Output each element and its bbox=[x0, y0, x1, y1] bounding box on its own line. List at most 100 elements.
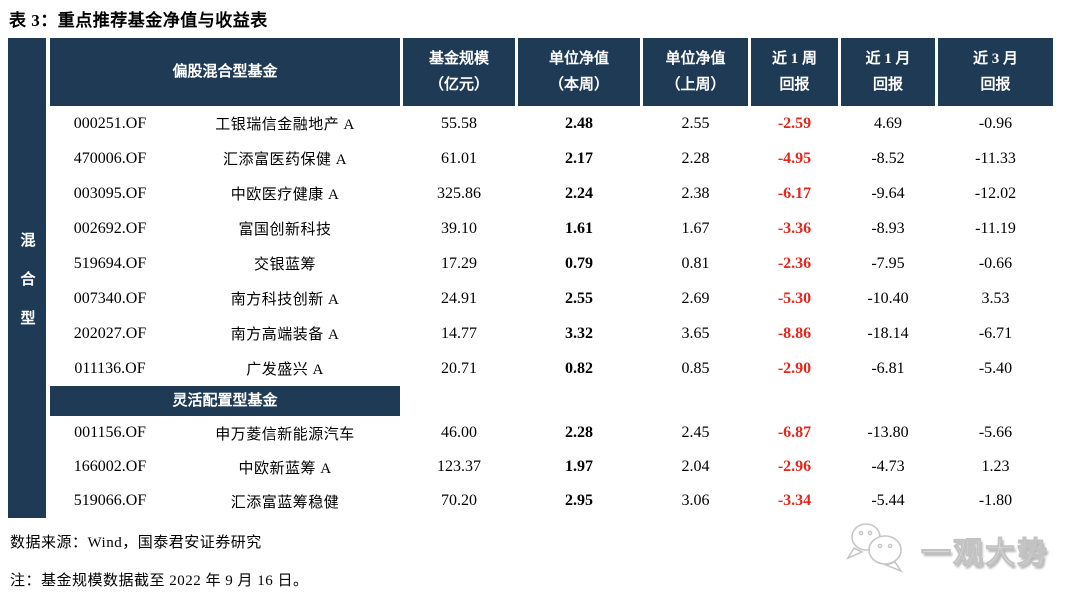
header-return-1w: 近 1 周 回报 bbox=[751, 38, 838, 106]
header-nav-last-week: 单位净值 （上周） bbox=[643, 38, 748, 106]
fund-name: 广发盛兴 A bbox=[246, 362, 324, 378]
return-3m: -5.66 bbox=[978, 424, 1013, 441]
fund-scale: 61.01 bbox=[441, 149, 477, 167]
nav-last-week: 3.65 bbox=[681, 324, 710, 342]
fund-scale: 70.20 bbox=[441, 492, 477, 509]
section-equity-hybrid-rows: 000251.OF 工银瑞信金融地产 A 55.58 2.48 2.55 -2.… bbox=[50, 106, 1053, 386]
fund-scale: 46.00 bbox=[441, 424, 477, 441]
table-row: 011136.OF 广发盛兴 A 20.71 0.82 0.85 -2.90 -… bbox=[50, 351, 1053, 386]
return-1m: 4.69 bbox=[874, 114, 902, 132]
fund-name: 南方高端装备 A bbox=[230, 327, 340, 343]
return-3m: -11.19 bbox=[975, 219, 1016, 237]
nav-this-week: 2.28 bbox=[565, 424, 593, 441]
table-row: 470006.OF 汇添富医药保健 A 61.01 2.17 2.28 -4.9… bbox=[50, 141, 1053, 176]
data-source-line: 数据来源：Wind，国泰君安证券研究 bbox=[10, 535, 262, 551]
return-1w: -8.86 bbox=[777, 324, 812, 342]
section-header-flexible-funds: 灵活配置型基金 bbox=[50, 386, 400, 416]
return-1w: -2.36 bbox=[777, 254, 812, 272]
fund-scale: 20.71 bbox=[441, 359, 477, 377]
fund-name: 中欧医疗健康 A bbox=[230, 187, 340, 203]
fund-name: 南方科技创新 A bbox=[230, 292, 340, 308]
return-3m: 1.23 bbox=[981, 458, 1010, 475]
header-line: 单位净值 bbox=[548, 51, 609, 67]
fund-table: 混合型 偏股混合型基金 基金规模 （亿元） 单位净值 （本周） 单位净值 （上周… bbox=[8, 38, 1053, 518]
table-row: 000251.OF 工银瑞信金融地产 A 55.58 2.48 2.55 -2.… bbox=[50, 106, 1053, 141]
return-1m: -10.40 bbox=[867, 289, 909, 307]
nav-this-week: 3.32 bbox=[565, 324, 593, 342]
return-1w: -2.90 bbox=[777, 359, 812, 377]
fund-name: 工银瑞信金融地产 A bbox=[215, 117, 355, 133]
fund-code: 470006.OF bbox=[73, 149, 147, 167]
header-line: 近 1 月 bbox=[865, 51, 911, 67]
fund-name: 申万菱信新能源汽车 bbox=[215, 426, 355, 443]
fund-code: 011136.OF bbox=[74, 359, 146, 377]
return-3m: -0.66 bbox=[978, 254, 1013, 272]
nav-this-week: 1.97 bbox=[565, 458, 593, 475]
nav-last-week: 3.06 bbox=[681, 492, 710, 509]
table-title: 表 3：重点推荐基金净值与收益表 bbox=[9, 11, 268, 30]
header-line: （本周） bbox=[548, 77, 609, 93]
nav-this-week: 2.24 bbox=[565, 184, 593, 202]
return-1w: -3.34 bbox=[777, 492, 812, 509]
header-line: （亿元） bbox=[428, 77, 489, 93]
fund-code: 166002.OF bbox=[73, 458, 147, 475]
nav-last-week: 2.28 bbox=[681, 149, 710, 167]
watermark-logo: 一观大势 bbox=[841, 520, 1049, 579]
return-1w: -2.59 bbox=[777, 114, 812, 132]
return-1m: -18.14 bbox=[867, 324, 909, 342]
return-1m: -5.44 bbox=[871, 492, 905, 509]
header-line: 单位净值 bbox=[665, 51, 726, 67]
header-line: 回报 bbox=[980, 77, 1011, 93]
header-group: 偏股混合型基金 bbox=[50, 38, 400, 106]
footnote-line: 注：基金规模数据截至 2022 年 9 月 16 日。 bbox=[10, 573, 309, 589]
fund-scale: 39.10 bbox=[441, 219, 477, 237]
table-main: 偏股混合型基金 基金规模 （亿元） 单位净值 （本周） 单位净值 （上周） 近 … bbox=[50, 38, 1053, 518]
return-1w: -6.87 bbox=[777, 424, 812, 441]
header-nav-this-week: 单位净值 （本周） bbox=[518, 38, 640, 106]
header-line: 回报 bbox=[872, 77, 903, 93]
nav-last-week: 0.81 bbox=[681, 254, 710, 272]
watermark-text: 一观大势 bbox=[921, 536, 1049, 570]
table-row: 001156.OF 申万菱信新能源汽车 46.00 2.28 2.45 -6.8… bbox=[50, 416, 1053, 450]
table-header-row: 偏股混合型基金 基金规模 （亿元） 单位净值 （本周） 单位净值 （上周） 近 … bbox=[50, 38, 1053, 106]
nav-last-week: 1.67 bbox=[681, 219, 710, 237]
header-return-1m: 近 1 月 回报 bbox=[841, 38, 935, 106]
return-1w: -3.36 bbox=[777, 219, 812, 237]
category-label: 混合型 bbox=[18, 231, 35, 349]
fund-name: 中欧新蓝筹 A bbox=[238, 460, 332, 477]
return-3m: -1.80 bbox=[978, 492, 1013, 509]
nav-last-week: 2.55 bbox=[681, 114, 710, 132]
nav-last-week: 2.69 bbox=[681, 289, 710, 307]
return-3m: -5.40 bbox=[978, 359, 1013, 377]
return-1m: -8.93 bbox=[871, 219, 905, 237]
fund-name: 交银蓝筹 bbox=[253, 257, 316, 273]
table-row: 002692.OF 富国创新科技 39.10 1.61 1.67 -3.36 -… bbox=[50, 211, 1053, 246]
fund-code: 002692.OF bbox=[73, 219, 147, 237]
fund-scale: 123.37 bbox=[437, 458, 481, 475]
fund-code: 000251.OF bbox=[73, 114, 147, 132]
table-row: 519066.OF 汇添富蓝筹稳健 70.20 2.95 3.06 -3.34 … bbox=[50, 484, 1053, 518]
fund-scale: 325.86 bbox=[437, 184, 481, 202]
return-1w: -5.30 bbox=[777, 289, 812, 307]
table-row: 519694.OF 交银蓝筹 17.29 0.79 0.81 -2.36 -7.… bbox=[50, 246, 1053, 281]
header-fund-scale: 基金规模 （亿元） bbox=[403, 38, 515, 106]
return-1m: -8.52 bbox=[871, 149, 905, 167]
section-header-row: 灵活配置型基金 bbox=[50, 386, 1053, 416]
table-row: 007340.OF 南方科技创新 A 24.91 2.55 2.69 -5.30… bbox=[50, 281, 1053, 316]
fund-name: 汇添富蓝筹稳健 bbox=[230, 494, 340, 511]
wechat-speech-bubbles-icon bbox=[841, 520, 913, 579]
table-row: 166002.OF 中欧新蓝筹 A 123.37 1.97 2.04 -2.96… bbox=[50, 450, 1053, 484]
table-row: 003095.OF 中欧医疗健康 A 325.86 2.24 2.38 -6.1… bbox=[50, 176, 1053, 211]
nav-this-week: 0.79 bbox=[565, 254, 593, 272]
return-3m: -11.33 bbox=[975, 149, 1016, 167]
nav-last-week: 0.85 bbox=[681, 359, 710, 377]
nav-this-week: 2.17 bbox=[565, 149, 593, 167]
return-3m: 3.53 bbox=[981, 289, 1010, 307]
return-1w: -4.95 bbox=[777, 149, 812, 167]
nav-this-week: 2.95 bbox=[565, 492, 593, 509]
fund-name: 富国创新科技 bbox=[238, 222, 332, 238]
nav-this-week: 0.82 bbox=[565, 359, 593, 377]
return-1m: -13.80 bbox=[867, 424, 909, 441]
fund-code: 202027.OF bbox=[73, 324, 147, 342]
